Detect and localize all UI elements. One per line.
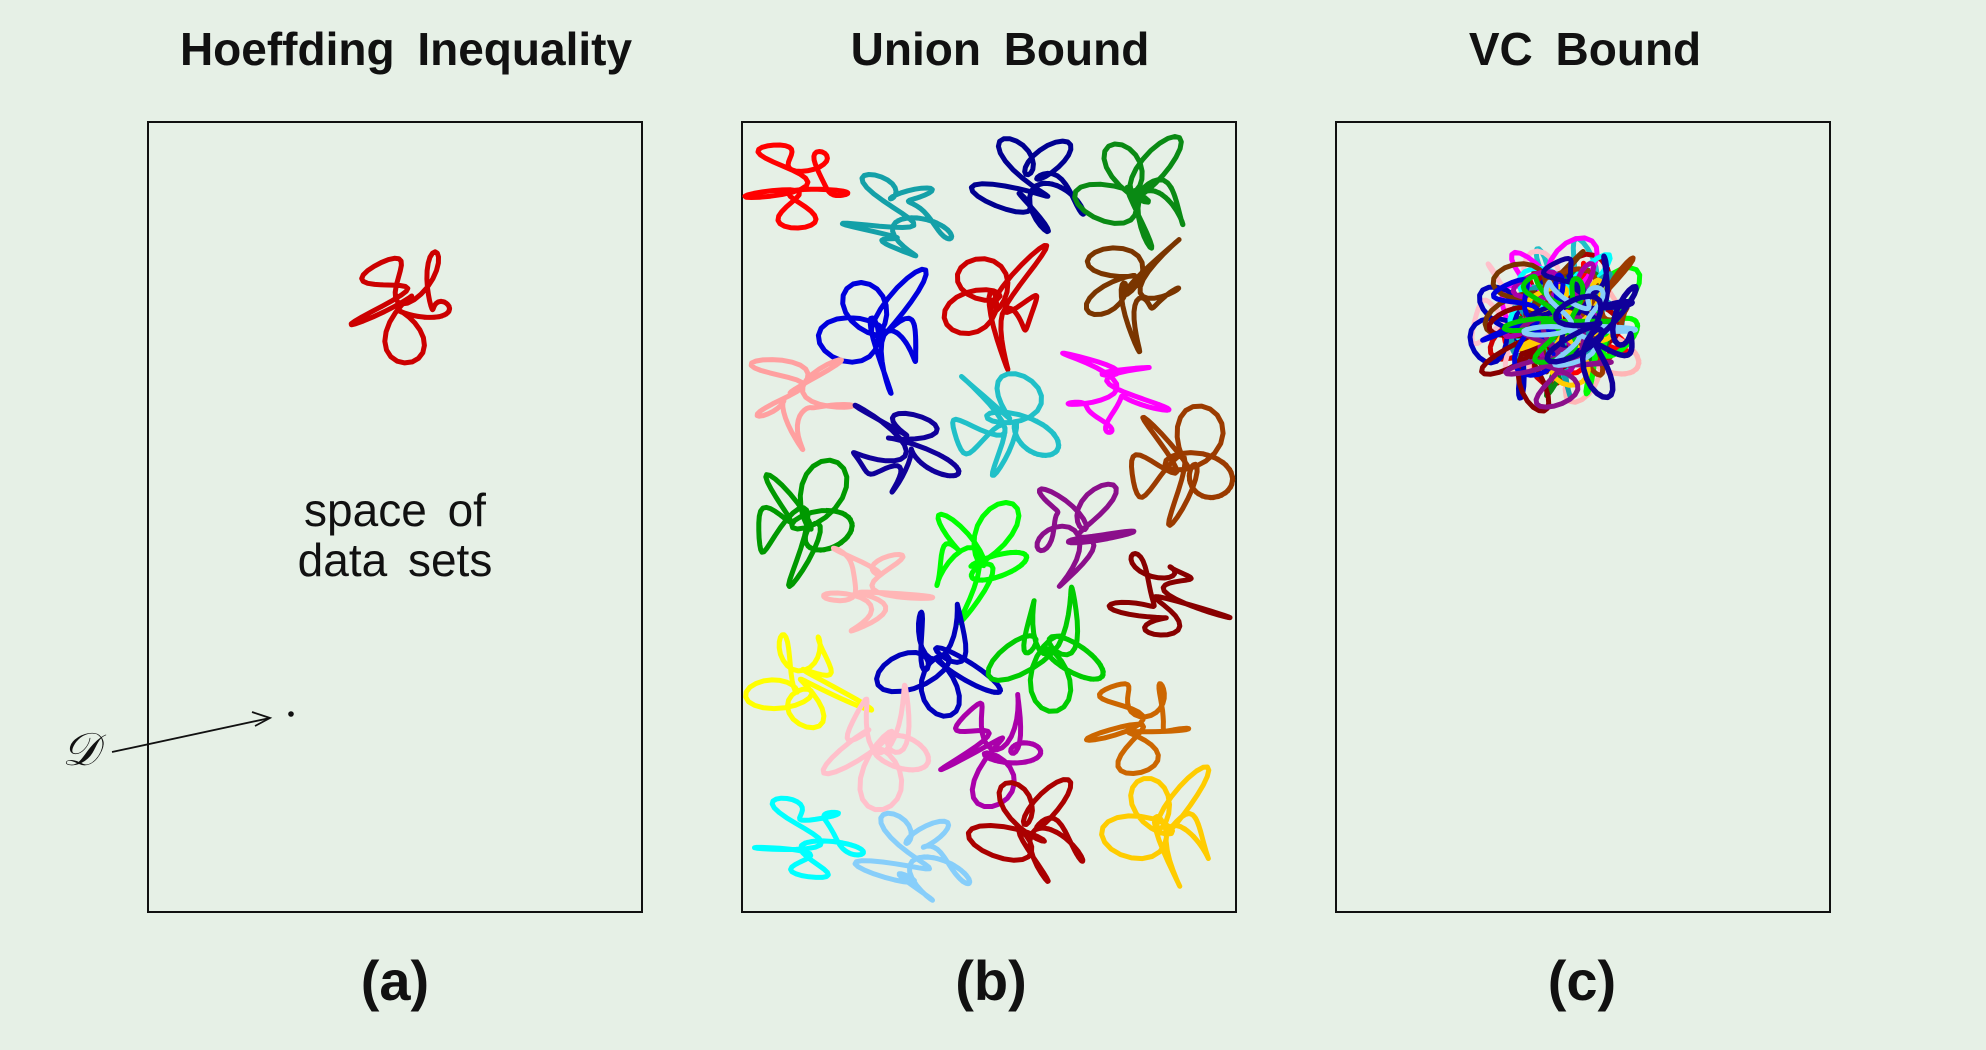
union-blob [1084, 237, 1182, 355]
title-vc-bound: VC Bound [1468, 23, 1702, 75]
union-blob [1072, 134, 1186, 251]
union-blob [874, 601, 1003, 719]
union-blob [941, 243, 1050, 373]
caption-c: (c) [1547, 949, 1617, 1012]
title-union-bound: Union Bound [850, 23, 1150, 75]
union-blob [965, 777, 1086, 884]
union-blob [968, 136, 1087, 235]
union-blob [756, 457, 855, 589]
title-hoeffding: Hoeffding Inequality [179, 23, 633, 75]
union-bound-blob-group [742, 134, 1236, 903]
caption-b: (b) [955, 949, 1027, 1012]
panel-union-bound [741, 121, 1237, 913]
union-blob [820, 682, 932, 813]
dataset-arrow [111, 717, 271, 753]
vc-bound-blob-group [1467, 235, 1643, 414]
union-blob [985, 584, 1106, 714]
panel-hoeffding [147, 121, 643, 913]
hoeffding-blob-group [348, 249, 453, 366]
union-blob [1084, 681, 1192, 776]
union-blob [839, 172, 955, 259]
union-blob [950, 371, 1062, 478]
space-label-line-1: space of [304, 484, 486, 536]
caption-a: (a) [360, 949, 430, 1012]
union-blob [815, 266, 929, 396]
union-blob [752, 795, 866, 880]
vc-blob [1501, 273, 1616, 365]
dataset-d-label: 𝒟 [62, 722, 99, 776]
hoeffding-blob [348, 249, 453, 366]
space-of-data-sets-label: space of data sets [260, 485, 530, 585]
union-blob [851, 402, 962, 495]
union-blob [1060, 350, 1172, 435]
union-blob [1099, 764, 1212, 889]
union-blob [821, 545, 936, 634]
union-blob [748, 357, 856, 453]
union-blob [742, 142, 851, 231]
dataset-point [288, 711, 294, 717]
union-blob [852, 810, 973, 903]
panel-vc-bound [1335, 121, 1831, 913]
union-blob [743, 632, 875, 731]
union-blob [1034, 481, 1137, 589]
union-blob [938, 692, 1044, 809]
vc-blob [1544, 283, 1639, 401]
dataset-arrowhead [251, 711, 273, 727]
union-blob [934, 500, 1030, 626]
union-blob [1106, 551, 1233, 638]
space-label-line-2: data sets [297, 534, 493, 586]
union-blob [1129, 403, 1236, 528]
